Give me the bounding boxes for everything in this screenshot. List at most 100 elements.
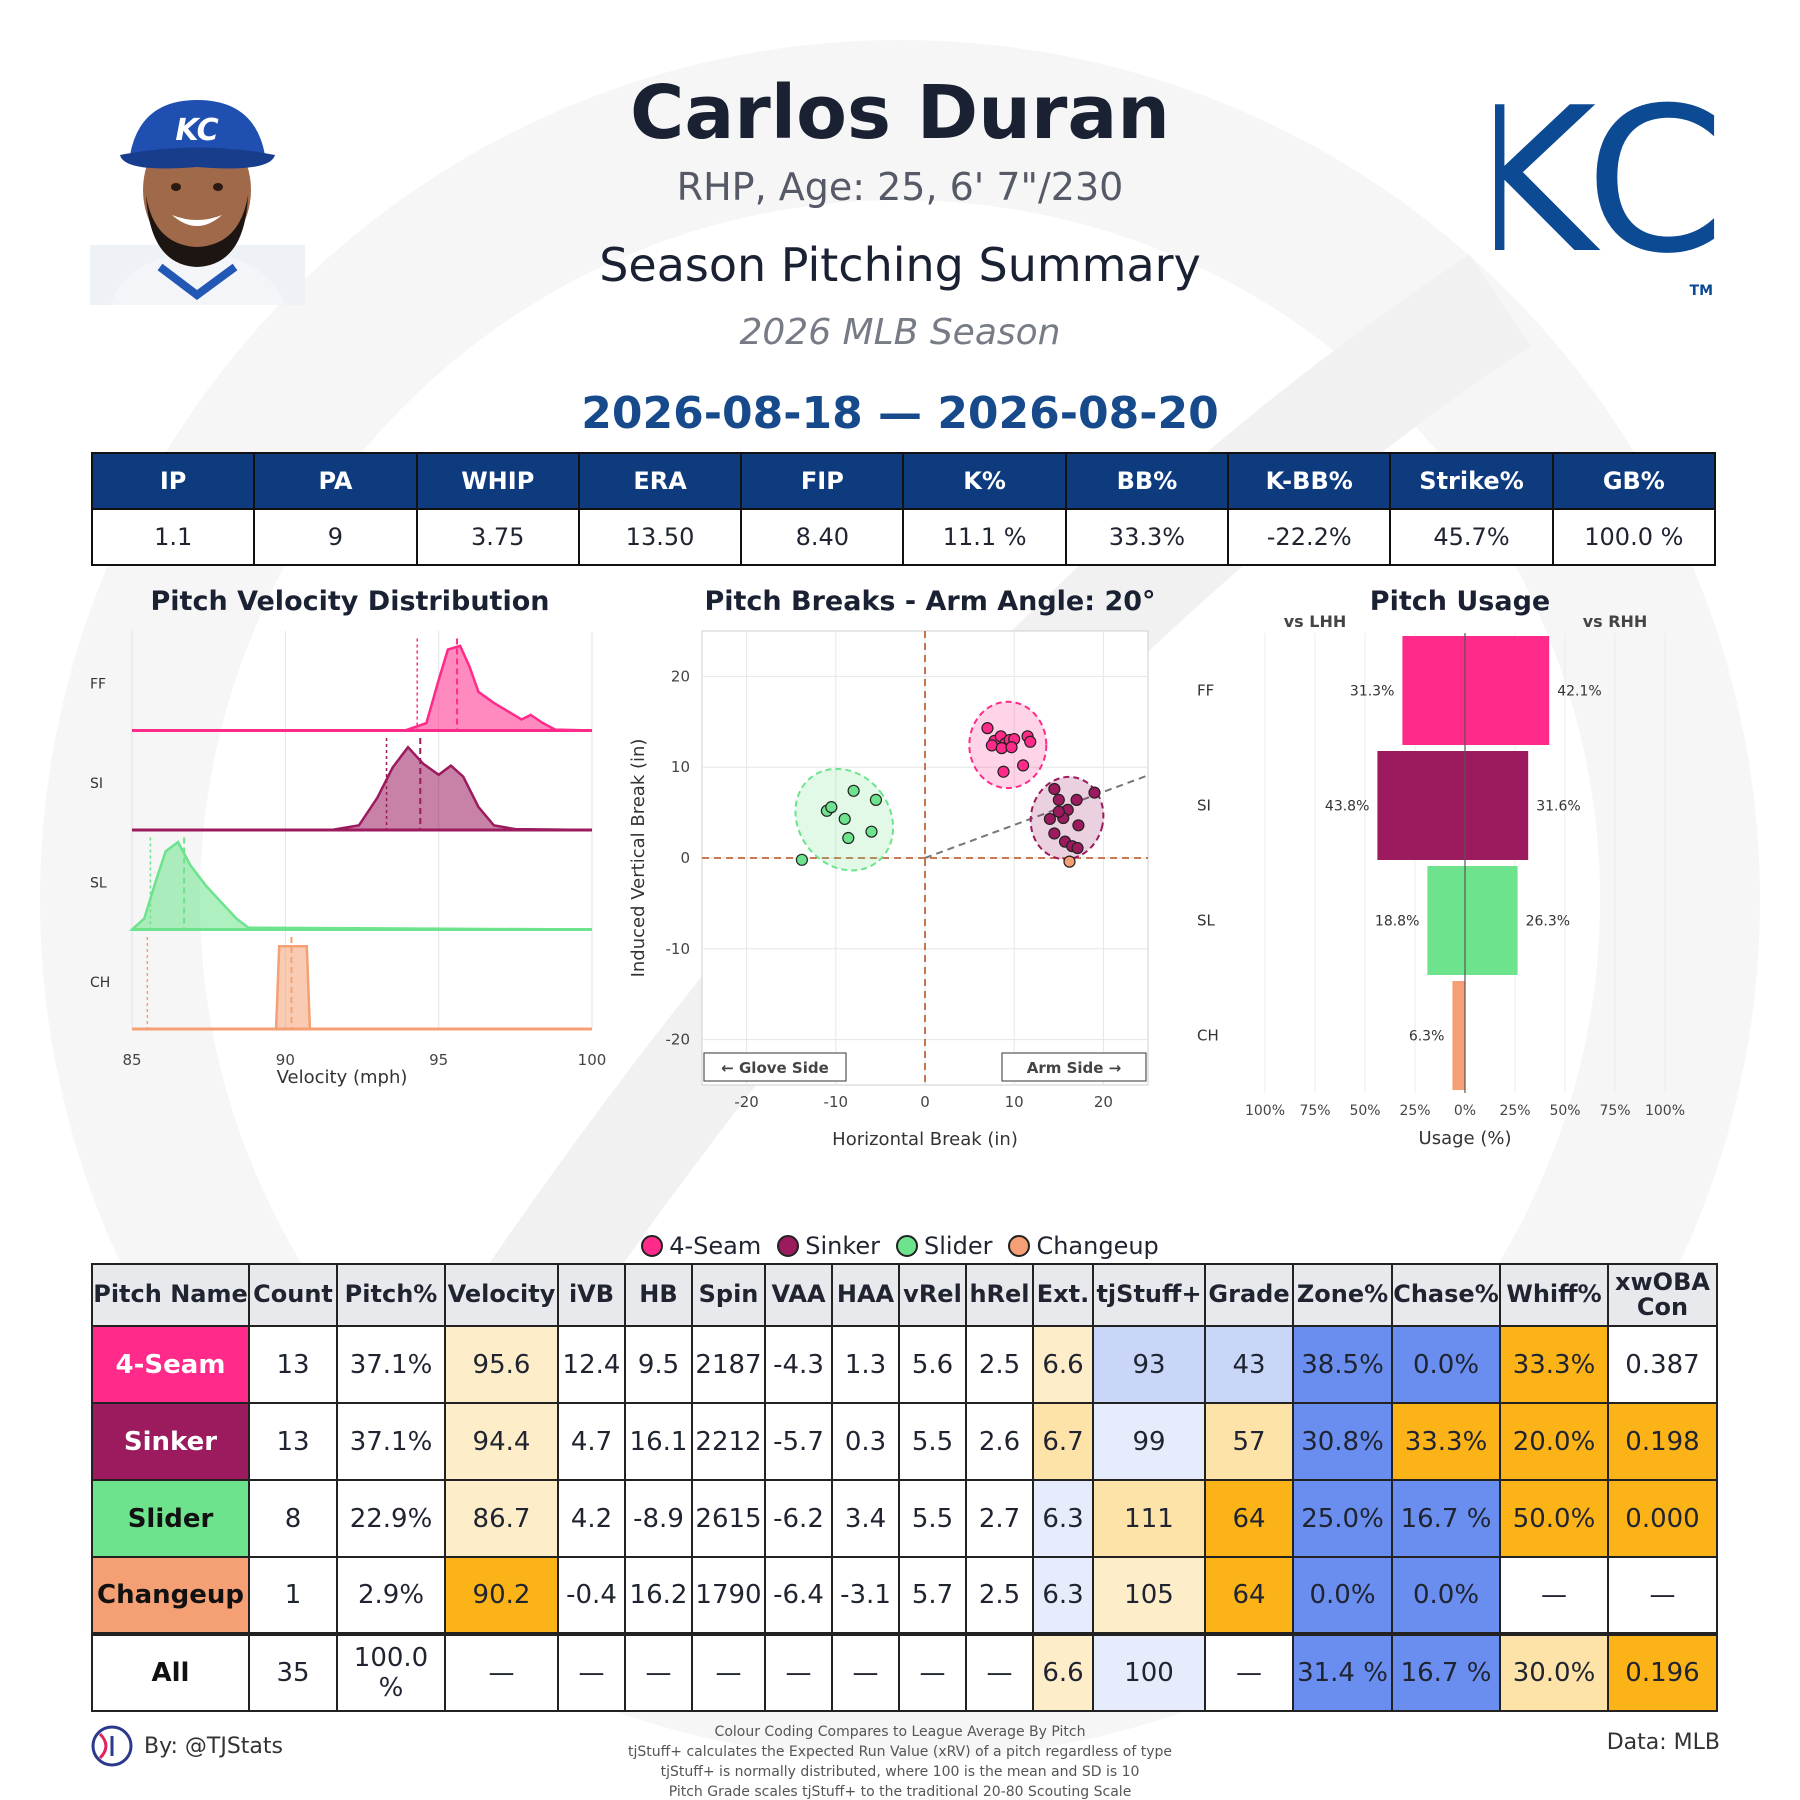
table-row: Slider 8 22.9% 86.7 4.2 -8.9 2615 -6.2 3.4 5.5 2.7… xyxy=(91,1479,1718,1558)
usage-x-tick: 50% xyxy=(1349,1103,1380,1119)
usage-lhh-value: 6.3% xyxy=(1409,1029,1445,1045)
arm-side-label: Arm Side → xyxy=(1027,1059,1122,1077)
pitch-col-ext-: Ext. xyxy=(1032,1263,1094,1327)
pitch-cell-whiff-: 20.0% xyxy=(1499,1402,1609,1481)
breaks-point-4-seam xyxy=(1024,735,1037,748)
pitch-cell-pitch-: 37.1% xyxy=(336,1402,446,1481)
pitch-cell-count: 8 xyxy=(248,1479,338,1558)
pitch-cell-velocity: 94.4 xyxy=(444,1402,559,1481)
stats-header-k-bb-: K-BB% xyxy=(1227,452,1392,510)
footer-note-line: Colour Coding Compares to League Average… xyxy=(714,1724,1086,1740)
pitch-cell-grade: — xyxy=(1204,1632,1294,1712)
footer-by-text: By: @TJStats xyxy=(144,1733,284,1759)
usage-bar-lhh-sl xyxy=(1427,866,1465,975)
pitch-cell-vrel: 5.5 xyxy=(898,1479,967,1558)
pitch-usage-chart: 100% 75% 50% 25% 0% 25% 50% 75% 100% Usage (%) vs … xyxy=(1197,615,1685,1149)
pitch-cell-spin: 2615 xyxy=(691,1479,766,1558)
pitch-cell-hrel: — xyxy=(965,1632,1034,1712)
pitch-cell-hb: — xyxy=(624,1632,693,1712)
usage-x-tick: 100% xyxy=(1245,1103,1285,1119)
breaks-y-tick: 10 xyxy=(671,758,690,776)
stats-value-k-bb-: -22.2% xyxy=(1227,508,1392,566)
cap-logo-text: KC xyxy=(175,113,218,148)
pitch-cell-xwoba-con: 0.000 xyxy=(1607,1479,1718,1558)
pitch-cell-ivb: 4.2 xyxy=(557,1479,626,1558)
pitch-cell-velocity: — xyxy=(444,1632,559,1712)
stats-summary-table: IP PA WHIP ERA FIP K% BB% K-BB% Strike% GB% 1.1 9 3… xyxy=(90,452,1717,566)
legend-item-sinker: Sinker xyxy=(777,1232,880,1260)
summary-title: Season Pitching Summary xyxy=(599,238,1201,292)
usage-bar-rhh-sl xyxy=(1465,866,1518,975)
pitch-col-spin: Spin xyxy=(691,1263,766,1327)
velocity-x-tick: 85 xyxy=(122,1051,141,1069)
stats-header-whip: WHIP xyxy=(415,452,580,510)
stats-header-ip: IP xyxy=(90,452,256,510)
arm-angle-line xyxy=(924,774,1149,859)
pitch-cell-tjstuff-: 99 xyxy=(1092,1402,1206,1481)
pitch-cell-whiff-: 50.0% xyxy=(1499,1479,1609,1558)
stats-value-gb-: 100.0 % xyxy=(1551,508,1717,566)
pitch-cell-count: 13 xyxy=(248,1402,338,1481)
breaks-y-label: Induced Vertical Break (in) xyxy=(628,739,649,978)
pitch-cell-hrel: 2.7 xyxy=(965,1479,1034,1558)
usage-bar-rhh-ff xyxy=(1465,636,1550,745)
legend-dot-icon xyxy=(777,1235,800,1257)
footer-note-line: Pitch Grade scales tjStuff+ to the tradi… xyxy=(668,1784,1132,1800)
pitch-cell-haa: -3.1 xyxy=(831,1556,900,1635)
pitch-col-vaa: VAA xyxy=(764,1263,833,1327)
breaks-point-sinker xyxy=(1052,793,1065,806)
pitch-cell-vaa: — xyxy=(764,1632,833,1712)
pitch-cell-spin: 2212 xyxy=(691,1402,766,1481)
legend-dot-icon xyxy=(1008,1235,1031,1257)
pitch-col-ivb: iVB xyxy=(557,1263,626,1327)
pitch-cell-hb: 16.1 xyxy=(624,1402,693,1481)
velocity-chart-title: Pitch Velocity Distribution xyxy=(150,586,550,617)
pitch-cell-spin: — xyxy=(691,1632,766,1712)
pitch-cell-chase-: 16.7 % xyxy=(1391,1632,1501,1712)
pitch-table-header-row: Pitch Name Count Pitch% Velocity iVB HB Spin VA… xyxy=(91,1263,1718,1327)
stats-header-row: IP PA WHIP ERA FIP K% BB% K-BB% Strike% GB% xyxy=(90,452,1717,510)
pitch-cell-ext-: 6.7 xyxy=(1032,1402,1094,1481)
velocity-x-tick: 90 xyxy=(276,1051,295,1069)
legend-label: 4-Seam xyxy=(669,1232,762,1260)
pitch-cell-pitch-: 37.1% xyxy=(336,1325,446,1404)
breaks-point-4-seam xyxy=(1017,759,1030,772)
table-row: Sinker 13 37.1% 94.4 4.7 16.1 2212 -5.7 0.3 5.5 2.… xyxy=(91,1402,1718,1481)
pitch-cell-ivb: 4.7 xyxy=(557,1402,626,1481)
usage-x-tick: 50% xyxy=(1549,1103,1580,1119)
usage-lhh-value: 31.3% xyxy=(1350,684,1394,700)
breaks-point-changeup xyxy=(1063,855,1076,868)
pitch-cell-ivb: 12.4 xyxy=(557,1325,626,1404)
pitch-cell-ext-: 6.3 xyxy=(1032,1479,1094,1558)
usage-lhh-value: 43.8% xyxy=(1325,799,1369,815)
velocity-density-si xyxy=(132,745,593,832)
pitch-cell-hrel: 2.5 xyxy=(965,1325,1034,1404)
breaks-point-sinker xyxy=(1043,812,1056,826)
arm-side-box xyxy=(1001,1052,1147,1082)
pitch-cell-count: 1 xyxy=(248,1556,338,1635)
player-info: RHP, Age: 25, 6' 7"/230 xyxy=(676,165,1124,209)
legend-dot-icon xyxy=(896,1235,919,1257)
pitch-col-count: Count xyxy=(248,1263,338,1327)
pitch-name-cell: Changeup xyxy=(91,1556,250,1635)
pitch-cell-grade: 43 xyxy=(1204,1325,1294,1404)
velocity-density-ff xyxy=(132,644,593,732)
tjstats-logo-icon xyxy=(91,1725,133,1767)
velocity-row-label: SI xyxy=(90,776,103,792)
stats-value-row: 1.1 9 3.75 13.50 8.40 11.1 % 33.3% -22.2% 45.7% 1… xyxy=(90,508,1717,566)
velocity-x-tick: 100 xyxy=(578,1051,607,1069)
footer-credit: By: @TJStats xyxy=(90,1724,283,1768)
usage-x-tick: 0% xyxy=(1454,1103,1476,1119)
velocity-row-label: SL xyxy=(90,876,107,892)
stats-header-era: ERA xyxy=(577,452,743,510)
velocity-x-tick: 95 xyxy=(429,1051,448,1069)
legend-label: Changeup xyxy=(1036,1232,1159,1260)
pitch-col-chase-: Chase% xyxy=(1391,1263,1501,1327)
pitch-cell-spin: 1790 xyxy=(691,1556,766,1635)
pitch-cell-hrel: 2.5 xyxy=(965,1556,1034,1635)
pitch-cell-velocity: 95.6 xyxy=(444,1325,559,1404)
footer-notes: Colour Coding Compares to League Average… xyxy=(600,1722,1200,1800)
velocity-density-ch xyxy=(132,944,592,1031)
pitch-col-grade: Grade xyxy=(1204,1263,1294,1327)
breaks-point-slider xyxy=(795,853,809,866)
